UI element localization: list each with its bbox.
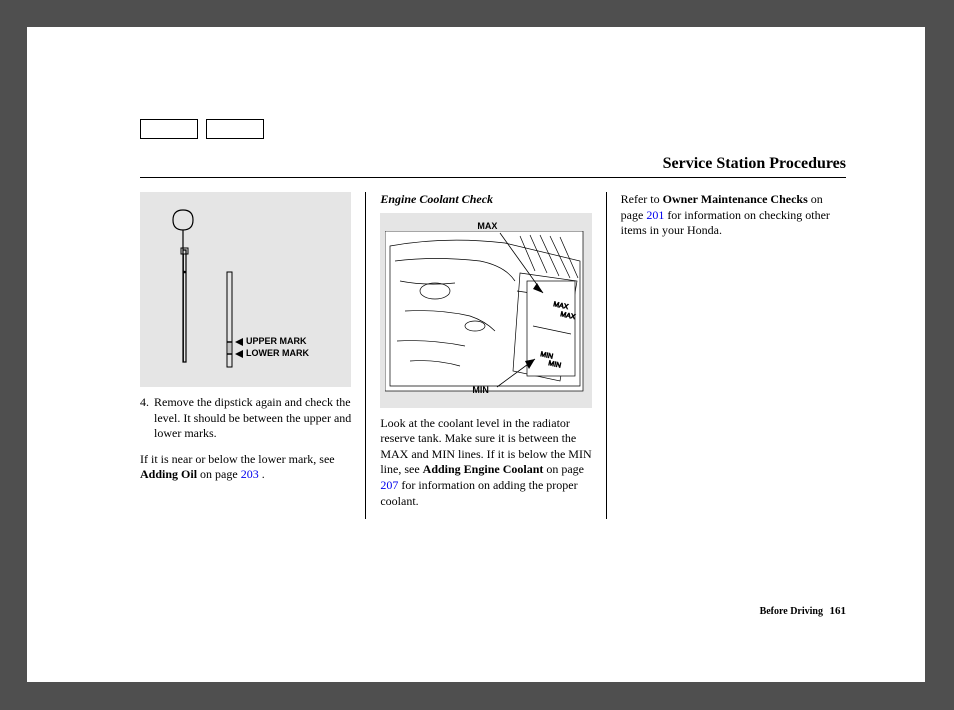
step-number: 4. — [140, 395, 154, 442]
dipstick-figure: UPPER MARK LOWER MARK — [140, 192, 351, 387]
page-number: 161 — [830, 605, 847, 617]
coolant-figure: MAX MAX MIN MIN MAX MIN — [380, 213, 591, 408]
arrow-left-icon — [235, 338, 243, 346]
coolant-illustration: MAX MAX MIN MIN — [385, 231, 585, 406]
arrow-left-icon — [235, 350, 243, 358]
nav-buttons — [140, 119, 264, 139]
content-columns: UPPER MARK LOWER MARK 4. Remove the dips… — [140, 192, 846, 519]
page-title: Service Station Procedures — [663, 155, 846, 172]
upper-mark-label: UPPER MARK — [235, 336, 307, 348]
coolant-text: Look at the coolant level in the radiato… — [380, 416, 591, 510]
column-2: Engine Coolant Check — [366, 192, 606, 519]
nav-next-button[interactable] — [206, 119, 264, 139]
page-201-link[interactable]: 201 — [646, 208, 664, 222]
coolant-heading: Engine Coolant Check — [380, 192, 591, 208]
section-name: Before Driving — [760, 606, 823, 617]
step-text: Remove the dipstick again and check the … — [154, 395, 351, 442]
min-label: MIN — [472, 385, 489, 397]
page-header: Service Station Procedures — [140, 155, 846, 178]
page-207-link[interactable]: 207 — [380, 478, 398, 492]
document-page: Service Station Procedures U — [27, 27, 925, 682]
lower-mark-label: LOWER MARK — [235, 348, 309, 360]
step-4: 4. Remove the dipstick again and check t… — [140, 395, 351, 442]
column-3: Refer to Owner Maintenance Checks on pag… — [607, 192, 846, 519]
oil-note: If it is near or below the lower mark, s… — [140, 452, 351, 483]
nav-prev-button[interactable] — [140, 119, 198, 139]
max-label: MAX — [477, 221, 497, 233]
column-1: UPPER MARK LOWER MARK 4. Remove the dips… — [140, 192, 366, 519]
page-footer: Before Driving 161 — [760, 605, 846, 617]
page-203-link[interactable]: 203 — [241, 467, 259, 481]
owner-maint-text: Refer to Owner Maintenance Checks on pag… — [621, 192, 832, 239]
